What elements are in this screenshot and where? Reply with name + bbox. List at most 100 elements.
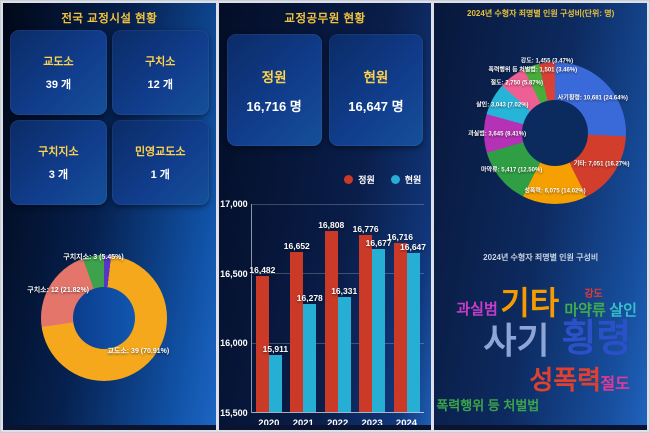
- crimes-pie-title: 2024년 수형자 죄명별 인원 구성비(단위: 명): [467, 9, 615, 18]
- legend-item[interactable]: 현원: [390, 173, 422, 186]
- bar-정원: 16,808: [318, 220, 344, 412]
- cloud-word: 살인: [609, 302, 637, 319]
- card-label: 구치지소: [38, 146, 79, 158]
- bar-group: 16,716 16,647 2024: [387, 204, 426, 429]
- card-label: 현원: [363, 69, 389, 85]
- bar-현원: 16,677: [366, 238, 392, 412]
- slice-label: 마약류: 5,417 (12.50%): [481, 167, 543, 174]
- card-value: 16,647 명: [348, 98, 404, 114]
- bar-value-label: 16,808: [318, 219, 345, 230]
- y-axis-tick: 16,500: [220, 268, 248, 279]
- gridline: [251, 412, 424, 413]
- card-current: 현원 16,647 명: [328, 34, 424, 146]
- bar-value-label: 15,911: [262, 344, 289, 355]
- x-axis-label: 2023: [361, 418, 383, 429]
- card-value: 39 개: [45, 79, 72, 91]
- cloud-word: 마약류: [564, 302, 606, 319]
- card-prison: 교도소 39 개: [10, 30, 107, 115]
- officers-cards: 정원 16,716 명 현원 16,647 명: [226, 34, 424, 146]
- card-label: 민영교도소: [134, 146, 186, 158]
- x-axis-label: 2024: [395, 418, 418, 429]
- y-axis-tick: 16,000: [220, 338, 248, 349]
- card-value: 3 개: [48, 169, 69, 181]
- card-value: 16,716 명: [246, 98, 302, 114]
- card-label: 교도소: [43, 56, 74, 68]
- chart-legend: 정원 현원: [344, 173, 421, 186]
- crimes-pie-chart: 사기횡령: 10,681 (24.64%) 기타: 7,051 (16.27%) 성…: [468, 58, 629, 204]
- legend-dot-icon: [390, 175, 400, 184]
- cloud-word: 강도: [584, 289, 603, 300]
- legend-item[interactable]: 정원: [344, 173, 375, 186]
- plot-area: 16,482 15,911 2020 16,652 16,278 2021 16,808 16…: [249, 204, 426, 429]
- cloud-word: 과실범: [456, 301, 498, 318]
- bar-group: 16,652 16,278 2021: [284, 204, 323, 429]
- legend-label: 정원: [358, 175, 375, 185]
- bar-value-label: 16,776: [352, 224, 379, 235]
- y-axis-tick: 17,000: [220, 199, 248, 209]
- bar-정원: 16,776: [353, 224, 379, 412]
- card-value: 12 개: [147, 79, 173, 91]
- card-private-prison: 민영교도소 1 개: [111, 120, 209, 205]
- bar-value-label: 16,278: [296, 293, 323, 304]
- card-detention-center: 구치소 12 개: [111, 30, 209, 115]
- officers-title: 교정공무원 현황: [284, 13, 366, 25]
- bar-정원: 16,716: [387, 232, 413, 412]
- donut-hole: [522, 100, 589, 166]
- x-axis-label: 2020: [258, 418, 280, 429]
- bar-현원: 16,278: [297, 293, 323, 412]
- bar-value-label: 16,677: [365, 237, 392, 248]
- slice-label: 교도소: 39 (70.91%): [107, 348, 170, 356]
- card-detention-branch: 구치지소 3 개: [10, 120, 107, 205]
- crimes-cloud-title: 2024년 수형자 죄명별 인원 구성비: [483, 253, 599, 262]
- slice-label: 살인: 3,043 (7.02%): [476, 102, 529, 109]
- bar-group: 16,776 16,677 2023: [353, 204, 392, 429]
- cloud-word: 기타: [500, 285, 560, 321]
- legend-label: 현원: [404, 175, 422, 185]
- card-authorized: 정원 16,716 명: [226, 34, 322, 146]
- facilities-cards: 교도소 39 개 구치소 12 개 구치지소 3 개 민영교도소 1 개: [10, 30, 209, 205]
- slice-label: 기타: 7,051 (16.27%): [573, 161, 630, 168]
- slice-label: 절도: 2,750 (5.87%): [490, 80, 543, 87]
- card-label: 정원: [261, 69, 287, 85]
- slice-label: 사기횡령: 10,681 (24.64%): [557, 95, 628, 102]
- cloud-word: 사기: [483, 320, 550, 361]
- facilities-donut-chart: 교도소: 39 (70.91%) 구치소: 12 (21.82%) 구치지소: 3 …: [27, 254, 170, 381]
- facilities-title: 전국 교정시설 현황: [61, 13, 158, 25]
- cloud-word: 성폭력: [529, 365, 602, 395]
- bar-현원: 16,331: [331, 286, 357, 412]
- panel-officers: 교정공무원 현황 정원 16,716 명 현원 16,647 명 정원 현원 17…: [218, 3, 432, 430]
- slice-label: 구치지소: 3 (5.45%): [63, 254, 124, 262]
- slice-label: 성폭력: 6,075 (14.02%): [524, 188, 586, 195]
- legend-dot-icon: [344, 175, 354, 184]
- cloud-word: 폭력행위 등 처벌법: [436, 398, 540, 413]
- bar-group: 16,808 16,331 2022: [318, 204, 357, 429]
- bar-value-label: 16,716: [387, 232, 413, 243]
- cloud-word: 절도: [600, 376, 630, 393]
- panel-crimes: 2024년 수형자 죄명별 인원 구성비(단위: 명) 사기횡령: 10,681…: [434, 3, 648, 430]
- slice-label: 강도: 1,455 (3.47%): [520, 58, 574, 65]
- bar-value-label: 16,331: [331, 285, 358, 296]
- officers-bar-chart: 17,000 16,500 16,000 15,500 16,482 15,911 2020…: [219, 193, 430, 430]
- bar-현원: 16,647: [400, 242, 426, 412]
- slice-label: 과실범: 3,645 (8.41%): [468, 131, 527, 138]
- bar-value-label: 16,652: [283, 241, 310, 252]
- y-axis-tick: 15,500: [220, 408, 248, 418]
- bar-현원: 15,911: [263, 344, 288, 412]
- card-value: 1 개: [150, 169, 170, 181]
- slice-label: 구치소: 12 (21.82%): [27, 287, 90, 295]
- donut-hole: [73, 287, 135, 349]
- bar-value-label: 16,482: [249, 264, 276, 275]
- x-axis-label: 2022: [327, 418, 349, 429]
- bar-value-label: 16,647: [400, 241, 426, 252]
- x-axis-label: 2021: [292, 418, 314, 429]
- panel-facilities: 전국 교정시설 현황 교도소 39 개 구치소 12 개 구치지소 3 개 민영…: [3, 3, 216, 430]
- slice-label: 폭력행위 등 처벌법: 1,501 (3.46%): [488, 67, 578, 74]
- card-label: 구치소: [145, 56, 176, 68]
- bar-정원: 16,482: [249, 265, 275, 412]
- bar-정원: 16,652: [284, 241, 310, 412]
- bar-group: 16,482 15,911 2020: [249, 204, 288, 429]
- gridline: [251, 204, 424, 205]
- cloud-word: 횡령: [561, 318, 632, 360]
